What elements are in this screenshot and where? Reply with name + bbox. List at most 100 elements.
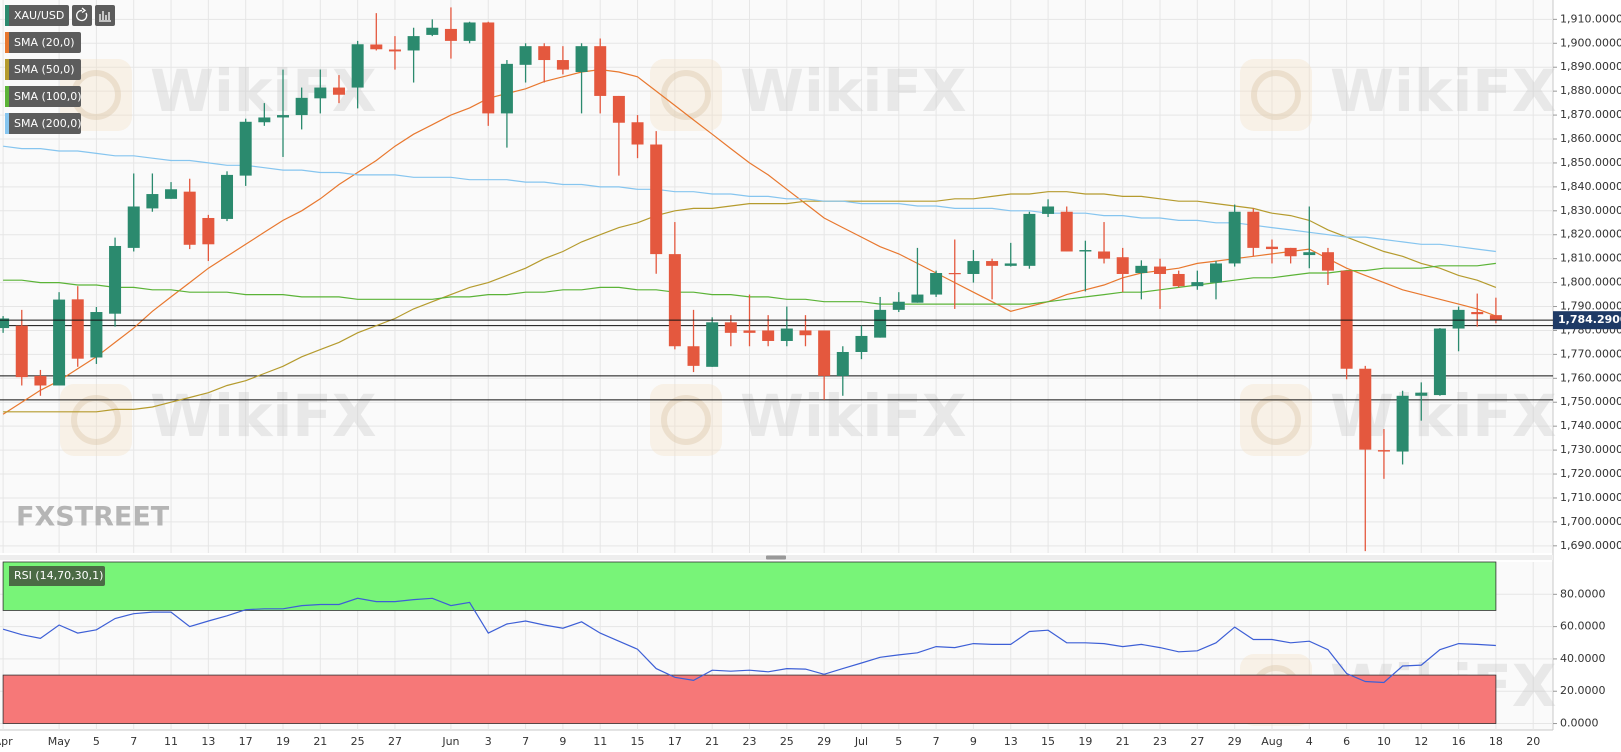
chart-type-button[interactable]: [95, 5, 115, 26]
candle-body: [482, 22, 495, 114]
legend-color: [5, 32, 9, 53]
y-tick-label: 1,810.0000: [1560, 252, 1621, 265]
legend-symbol-box[interactable]: [5, 5, 69, 26]
legend-box[interactable]: [5, 32, 81, 53]
candle-body: [463, 22, 476, 41]
x-tick-label: 9: [559, 735, 566, 748]
candle-body: [1321, 252, 1334, 271]
candle-body: [277, 115, 289, 118]
candle-body: [1004, 263, 1017, 266]
candle-body: [1433, 328, 1446, 396]
legend-box[interactable]: [5, 59, 81, 80]
x-tick-label: 16: [1452, 735, 1466, 748]
x-tick-label: 21: [705, 735, 719, 748]
x-tick-label: 7: [130, 735, 137, 748]
y-tick-label: 1,830.0000: [1560, 204, 1621, 217]
legend-box[interactable]: [5, 86, 81, 107]
y-tick-label: 1,800.0000: [1560, 276, 1621, 289]
rsi-legend-box[interactable]: [5, 566, 105, 586]
watermark: WikiFX: [740, 57, 967, 125]
x-tick-label: 17: [239, 735, 253, 748]
y-tick-label: 1,820.0000: [1560, 228, 1621, 241]
candle-body: [500, 63, 513, 114]
x-tick-label: 9: [970, 735, 977, 748]
y-tick-label: 1,700.0000: [1560, 515, 1621, 528]
candle-body: [295, 97, 308, 116]
candle-body: [53, 299, 66, 386]
x-tick-label: 3: [485, 735, 492, 748]
x-tick-label: 5: [93, 735, 100, 748]
candle-body: [892, 301, 905, 310]
candle-body: [1489, 315, 1502, 321]
rsi-line: [2, 597, 1496, 684]
candle-body: [314, 87, 327, 99]
divider-handle[interactable]: [766, 555, 786, 560]
candle-body: [650, 144, 663, 255]
x-tick-label: 5: [895, 735, 902, 748]
candle-body: [1098, 251, 1111, 259]
rsi-legend-label: RSI (14,70,30,1): [14, 569, 103, 582]
x-tick-label: 13: [1004, 735, 1018, 748]
y-tick-label: 1,710.0000: [1560, 491, 1621, 504]
x-tick-label: May: [48, 735, 71, 748]
candle-body: [612, 95, 625, 123]
legend-label: SMA (100,0): [14, 90, 82, 103]
candle-body: [1396, 395, 1409, 452]
x-tick-label: 13: [201, 735, 215, 748]
candle-body: [818, 330, 831, 376]
candle-body: [1303, 252, 1316, 256]
x-tick-label: Apr: [0, 735, 13, 748]
rsi-tick-label: 20.0000: [1560, 684, 1606, 697]
refresh-icon: [76, 7, 88, 22]
price-panel: [0, 0, 1553, 553]
candle-body: [1042, 206, 1055, 214]
watermark: WikiFX: [740, 382, 967, 450]
x-tick-label: 25: [351, 735, 365, 748]
refresh-button[interactable]: [72, 5, 92, 26]
candle-body: [706, 322, 719, 367]
last-price-box: [1553, 311, 1621, 330]
y-tick-label: 1,740.0000: [1560, 419, 1621, 432]
y-tick-label: 1,760.0000: [1560, 371, 1621, 384]
x-tick-label: 12: [1414, 735, 1428, 748]
candle-body: [1154, 266, 1167, 274]
sma-line: [2, 68, 1497, 415]
y-tick-label: 1,870.0000: [1560, 108, 1621, 121]
candle-body: [1377, 450, 1390, 452]
x-tick-label: 20: [1526, 735, 1540, 748]
legend-box[interactable]: [5, 113, 81, 134]
candle-body: [594, 46, 607, 96]
watermark-icon: [661, 395, 711, 445]
watermark: WikiFX: [1330, 57, 1557, 125]
x-tick-label: 23: [1153, 735, 1167, 748]
candle-body: [332, 87, 345, 95]
candle-body: [407, 36, 420, 51]
x-tick-label: 15: [631, 735, 645, 748]
candle-body: [556, 60, 569, 70]
candle-body: [146, 194, 159, 209]
y-tick-label: 1,750.0000: [1560, 395, 1621, 408]
x-tick-label: 7: [522, 735, 529, 748]
candle-body: [687, 346, 700, 366]
candle-body: [109, 245, 122, 314]
y-tick-label: 1,850.0000: [1560, 156, 1621, 169]
candle-body: [71, 299, 84, 359]
candle-body: [538, 46, 551, 61]
candle-body: [1415, 392, 1428, 396]
x-tick-label: 7: [933, 735, 940, 748]
candle-body: [874, 309, 887, 338]
candle-body: [202, 217, 215, 245]
candle-body: [724, 322, 737, 333]
candle-body: [1191, 282, 1204, 287]
candle-body: [1284, 247, 1297, 257]
legend-color: [5, 86, 9, 107]
x-tick-label: 11: [593, 735, 607, 748]
candle-body: [519, 46, 532, 65]
candle-body: [388, 49, 401, 52]
candle-body: [1471, 312, 1484, 315]
watermark-icon: [1240, 59, 1312, 131]
candle-body: [668, 254, 681, 347]
y-tick-label: 1,890.0000: [1560, 60, 1621, 73]
